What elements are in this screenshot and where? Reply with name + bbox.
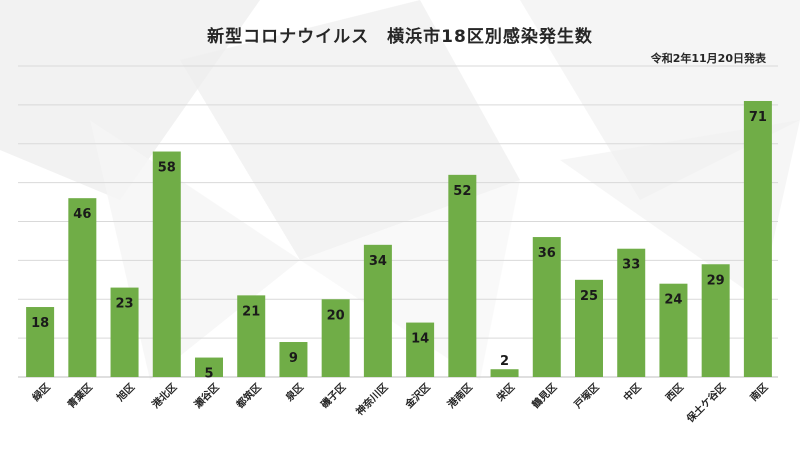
data-label-17: 71 (749, 110, 767, 125)
data-label-13: 25 (580, 289, 598, 304)
x-tick-label-11: 栄区 (493, 380, 517, 404)
x-tick-label-2: 旭区 (113, 380, 137, 404)
x-tick-label-17: 南区 (747, 380, 770, 403)
data-label-1: 46 (73, 207, 91, 222)
x-tick-label-8: 神奈川区 (353, 380, 390, 417)
bar-5 (237, 295, 266, 377)
bar-4 (195, 357, 223, 377)
x-tick-label-3: 港北区 (149, 380, 179, 410)
bar-17 (743, 100, 772, 378)
x-tick-label-13: 戸塚区 (571, 380, 601, 410)
bar-10 (448, 174, 477, 377)
bar-13 (575, 279, 603, 377)
x-tick-label-1: 青葉区 (65, 380, 95, 410)
data-label-5: 21 (242, 304, 260, 319)
data-label-15: 24 (664, 293, 682, 308)
data-label-10: 52 (453, 184, 471, 199)
bar-3 (152, 151, 181, 377)
data-label-8: 34 (369, 254, 387, 269)
data-label-0: 18 (31, 316, 49, 331)
bars (26, 100, 772, 378)
x-tick-label-7: 磯子区 (318, 380, 348, 410)
x-tick-label-10: 港南区 (445, 380, 475, 410)
data-label-2: 23 (116, 297, 134, 312)
x-tick-label-16: 保土ケ谷区 (683, 380, 728, 425)
x-tick-label-0: 緑区 (29, 380, 52, 403)
data-label-12: 36 (538, 246, 556, 261)
data-label-11: 2 (500, 354, 509, 369)
bar-11 (490, 369, 519, 377)
gridlines (18, 65, 778, 378)
x-tick-label-9: 金沢区 (402, 380, 433, 411)
data-label-16: 29 (707, 273, 725, 288)
bar-2 (110, 287, 139, 377)
bar-6 (279, 342, 308, 377)
bar-1 (68, 198, 97, 377)
bar-9 (406, 322, 435, 377)
bar-16 (701, 264, 730, 377)
bar-14 (617, 248, 646, 377)
bar-8 (363, 244, 392, 377)
data-label-7: 20 (327, 308, 345, 323)
x-tick-labels: 緑区 青葉区 旭区 港北区 瀬谷区 都筑区 泉区 磯子区 神奈川区 金沢区 港南区 栄区 鶴見区 戸塚区中… (29, 380, 770, 425)
data-label-6: 9 (289, 351, 298, 366)
chart-subtitle: 令和2年11月20日発表 (650, 52, 766, 65)
bar-7 (321, 299, 350, 377)
bar-15 (659, 283, 688, 377)
bar-12 (532, 237, 561, 377)
data-label-3: 58 (158, 161, 176, 176)
data-label-9: 14 (411, 332, 429, 347)
data-label-14: 33 (622, 258, 640, 273)
bar-0 (26, 307, 55, 377)
data-labels: 18 46 23 58 5 21 9 20 34 14 52 2 36 25 33 24 29 71 (31, 110, 767, 382)
x-tick-label-14: 中区 (621, 380, 644, 403)
x-tick-label-4: 瀬谷区 (191, 380, 221, 410)
x-tick-label-6: 泉区 (282, 380, 306, 404)
chart-title: 新型コロナウイルス 横浜市18区別感染発生数 (207, 27, 593, 47)
x-tick-label-15: 西区 (663, 381, 686, 404)
x-tick-label-12: 鶴見区 (529, 380, 559, 410)
data-label-4: 5 (204, 367, 213, 382)
x-tick-label-5: 都筑区 (233, 380, 264, 411)
